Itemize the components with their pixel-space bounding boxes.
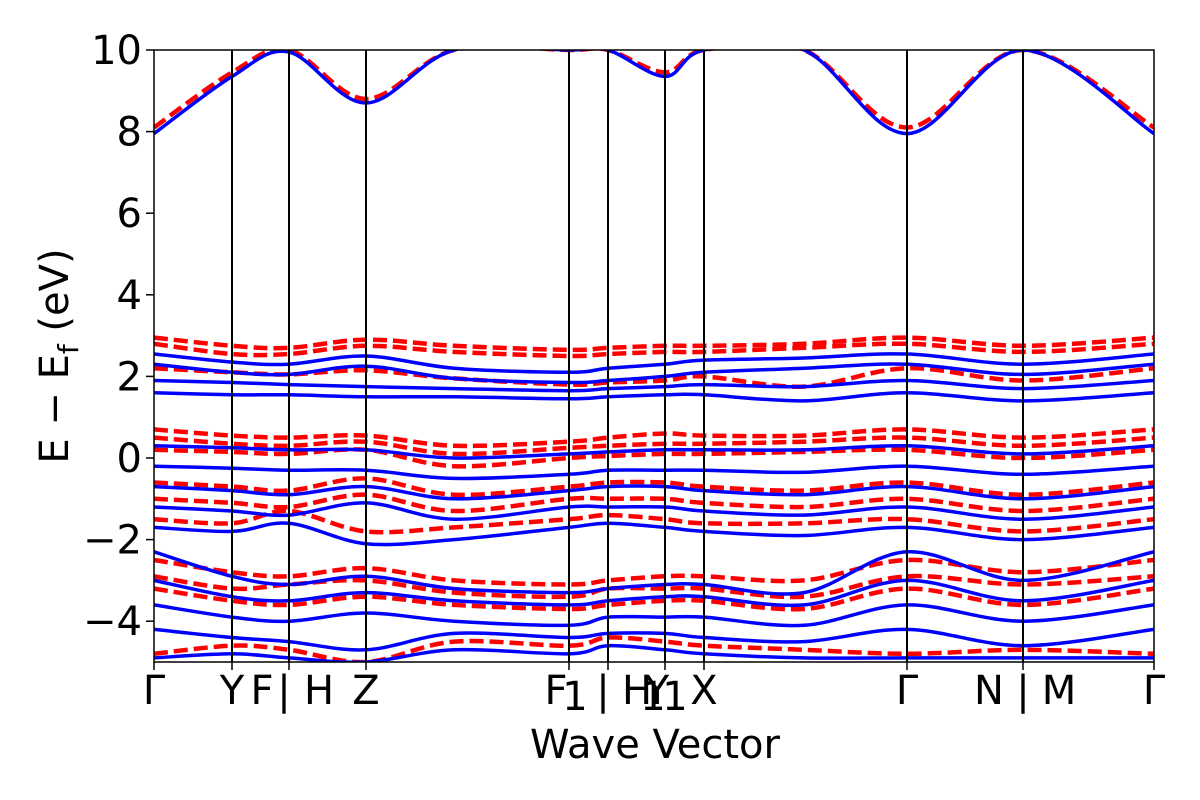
spin-up-band-3 bbox=[154, 378, 1154, 393]
spin-down-band-12 bbox=[154, 586, 1154, 612]
spin-up-band-14 bbox=[154, 643, 1154, 662]
x-tick-label: Γ bbox=[1143, 668, 1166, 714]
y-tick-label: 10 bbox=[91, 28, 142, 74]
y-tick-label: −4 bbox=[83, 599, 142, 645]
y-tick-label: 2 bbox=[117, 354, 142, 400]
x-axis-title: Wave Vector bbox=[530, 722, 781, 768]
svg-text:E − Ef (eV): E − Ef (eV) bbox=[32, 248, 85, 463]
spin-up-band-7 bbox=[154, 484, 1154, 501]
y-tick-label: 6 bbox=[117, 191, 142, 237]
spin-up-band-13 bbox=[154, 627, 1154, 652]
y-tick-label: 0 bbox=[117, 436, 142, 482]
x-tick-label: 1 bbox=[662, 674, 687, 720]
spin-up-band-11 bbox=[154, 578, 1154, 608]
spin-down-band-10 bbox=[154, 557, 1154, 587]
x-tick-label: Y bbox=[219, 668, 245, 714]
plot-frame bbox=[153, 49, 1155, 663]
y-tick-label: −2 bbox=[83, 518, 142, 564]
spin-up-band-1 bbox=[154, 352, 1154, 375]
x-tick-label: Y bbox=[644, 668, 670, 714]
x-tick-label: Γ bbox=[143, 668, 166, 714]
y-tick-label: 8 bbox=[117, 110, 142, 156]
spin-up-band-4 bbox=[154, 390, 1154, 403]
x-tick-label: H bbox=[304, 668, 334, 714]
y-axis: −4 −2 0 2 4 6 8 10 bbox=[83, 28, 154, 645]
spin-down-band-8 bbox=[154, 492, 1154, 514]
spin-up-band-6 bbox=[154, 464, 1154, 481]
x-tick-label: 1 bbox=[640, 674, 665, 720]
spin-up-band-0 bbox=[154, 50, 1154, 136]
spin-down-band-6 bbox=[154, 447, 1154, 469]
x-tick-label: | bbox=[596, 668, 609, 714]
x-tick-label: Z bbox=[352, 668, 379, 714]
x-tick-label: 1 bbox=[562, 674, 587, 720]
x-tick-label: Γ bbox=[896, 668, 919, 714]
spin-down-band-5 bbox=[154, 435, 1154, 457]
x-tick-label: M bbox=[1042, 668, 1077, 714]
spin-up-band-12 bbox=[154, 603, 1154, 628]
y-axis-title-main: E − E bbox=[32, 354, 78, 464]
x-tick-label: X bbox=[690, 668, 717, 714]
spin-up-band-2 bbox=[154, 362, 1154, 385]
x-tick-label: | bbox=[1016, 668, 1029, 714]
spin-up-band-8 bbox=[154, 501, 1154, 521]
spin-down-band-2 bbox=[154, 341, 1154, 359]
y-axis-title-unit: (eV) bbox=[32, 248, 78, 331]
spin-down-band-13 bbox=[154, 635, 1154, 662]
spin-up-band-10 bbox=[154, 550, 1154, 596]
x-tick-label: F bbox=[250, 668, 273, 714]
spin-up-band-5 bbox=[154, 443, 1154, 460]
spin-down-band-4 bbox=[154, 427, 1154, 449]
x-tick-label: | bbox=[277, 668, 290, 714]
spin-down-band-1 bbox=[154, 335, 1154, 353]
spin-down-band-7 bbox=[154, 476, 1154, 498]
high-symmetry-lines bbox=[231, 50, 1024, 662]
band-curves bbox=[154, 50, 1154, 662]
y-tick-label: 4 bbox=[117, 273, 142, 319]
y-axis-title: E − Ef (eV) bbox=[32, 248, 85, 463]
x-tick-label: F bbox=[544, 668, 567, 714]
y-axis-title-subscript: f bbox=[52, 343, 85, 354]
x-tick-label: N bbox=[974, 668, 1004, 714]
x-tick-label: H bbox=[622, 668, 652, 714]
spin-up-band-9 bbox=[154, 521, 1154, 547]
